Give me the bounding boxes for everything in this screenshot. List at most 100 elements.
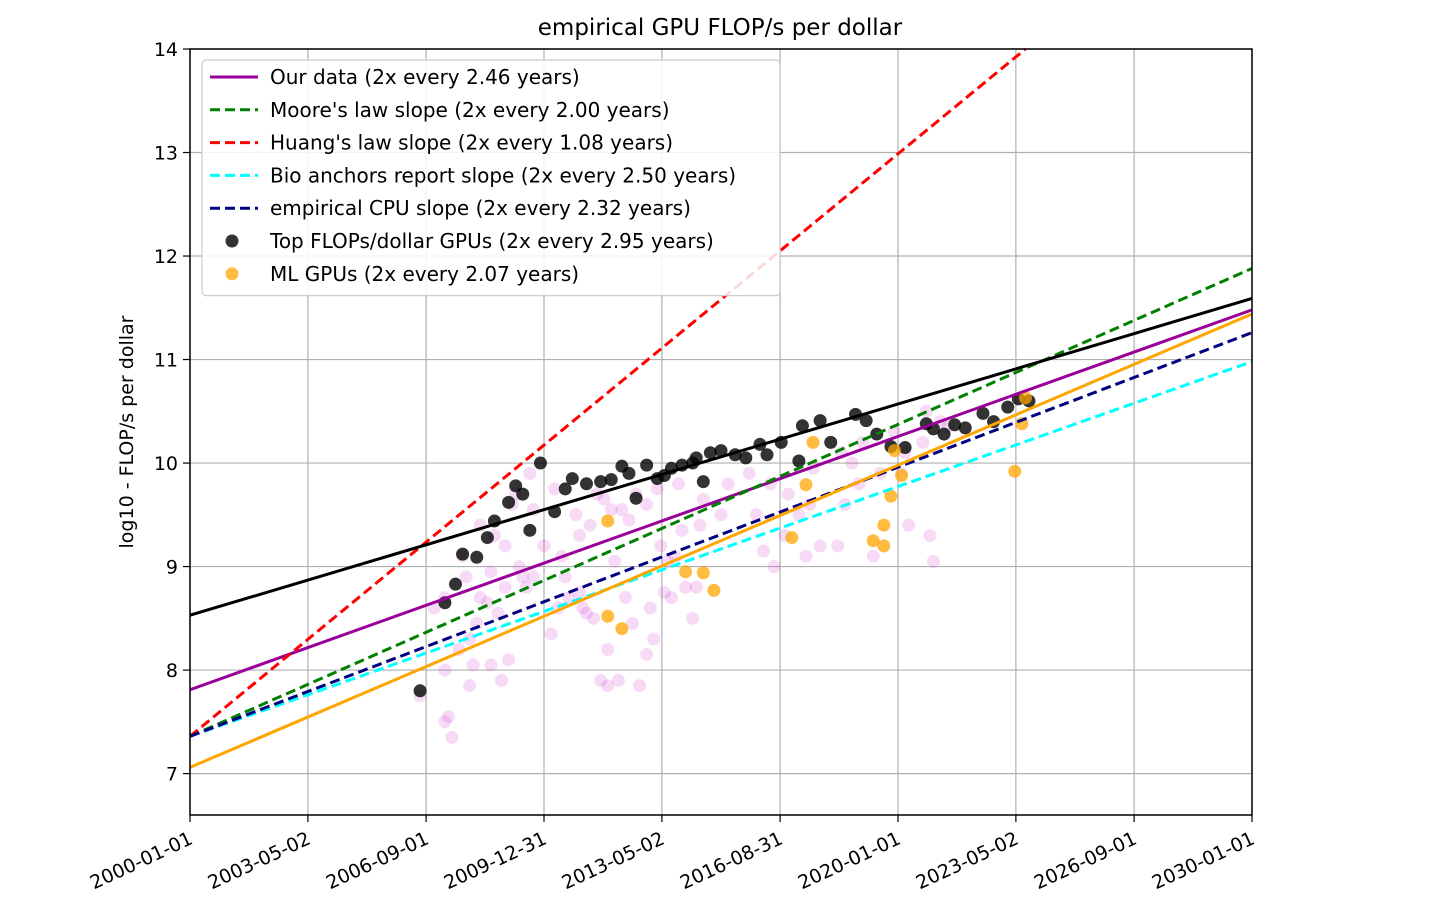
data-point [441,710,455,724]
y-axis: 7 8 9 10 11 12 13 14 [154,39,190,786]
data-point [626,617,639,630]
data-point [686,611,700,625]
x-tick-label: 2023-05-02 [913,828,1022,895]
data-point [696,492,710,506]
data-point [937,427,951,441]
data-point [601,514,615,528]
data-point [714,444,728,458]
data-point [866,534,880,548]
data-point [884,489,898,503]
data-point [611,673,625,687]
x-axis: 2000-01-01 2003-05-02 2006-09-01 2009-12-31… [87,815,1258,894]
data-point [640,497,654,511]
x-tick-label: 2030-01-01 [1149,828,1258,895]
trend-lines [189,47,1253,769]
y-tick-label: 9 [166,557,178,579]
data-point [480,531,494,545]
series-2 [601,391,1032,636]
data-point [799,549,813,563]
data-point [792,454,806,468]
data-point [438,663,452,677]
x-tick-label: 2020-01-01 [795,828,904,895]
data-point [664,591,678,605]
chart-title: empirical GPU FLOP/s per dollar [538,15,903,41]
data-point [866,549,880,563]
legend-label: Moore's law slope (2x every 2.00 years) [270,98,670,122]
data-point [696,475,710,489]
data-point [640,458,654,472]
data-point [1008,464,1022,478]
data-point [583,518,597,532]
data-point [615,503,629,517]
data-point [647,632,661,646]
y-axis-label: log10 - FLOP/s per dollar [116,315,138,548]
data-point [795,419,809,433]
data-point [459,570,473,584]
y-tick-label: 11 [154,350,178,372]
trend-line-3 [189,360,1253,738]
data-point [558,482,572,496]
data-point [484,565,498,579]
data-point [824,435,838,449]
data-point [601,609,615,623]
data-point [604,473,618,487]
data-point [633,679,647,693]
data-point [445,730,459,744]
data-point [572,529,586,543]
data-point [643,601,657,615]
trend-line-0 [189,308,1253,692]
data-point [742,466,756,480]
legend-label: Top FLOPs/dollar GPUs (2x every 2.95 yea… [269,229,714,253]
data-point [781,487,795,501]
trend-line-2 [189,47,1027,738]
legend-label: Our data (2x every 2.46 years) [270,65,580,89]
y-tick-label: 13 [154,143,178,165]
legend: Our data (2x every 2.46 years) Moore's la… [201,59,781,297]
data-point [672,477,686,491]
data-point [502,653,516,667]
y-tick-label: 8 [166,660,178,682]
data-point [902,518,916,532]
data-point [466,658,480,672]
scatter-layer [413,391,1036,744]
trend-line-4 [189,331,1253,738]
data-point [898,441,912,455]
data-point [958,421,972,435]
data-point [618,591,632,605]
data-point [675,523,689,537]
y-tick-label: 10 [154,453,178,475]
trend-line-1 [189,267,1253,738]
legend-label: Huang's law slope (2x every 1.08 years) [270,131,673,155]
data-point [579,477,593,491]
data-point [601,642,615,656]
data-point [756,544,770,558]
data-point [604,503,618,517]
data-point [491,606,505,620]
data-point [749,508,763,522]
data-point [565,472,579,486]
data-point [473,591,487,605]
data-point [689,451,703,465]
data-point [859,414,873,428]
data-point [629,491,643,505]
data-point [470,550,484,564]
data-point [831,539,845,553]
data-point [792,508,806,522]
data-point [449,577,462,591]
data-point [470,617,484,630]
legend-frame [201,59,781,297]
data-point [608,554,622,568]
data-point [579,606,593,620]
data-point [845,456,859,470]
data-point [622,513,636,527]
data-point [707,583,721,597]
data-point [576,601,590,615]
legend-label: ML GPUs (2x every 2.07 years) [270,262,579,286]
data-point [533,456,547,470]
data-point [537,539,551,553]
data-point [813,539,827,553]
data-point [601,679,615,693]
data-point [615,622,629,636]
plot-frame [189,48,1253,816]
x-tick-label: 2006-09-01 [323,828,432,895]
